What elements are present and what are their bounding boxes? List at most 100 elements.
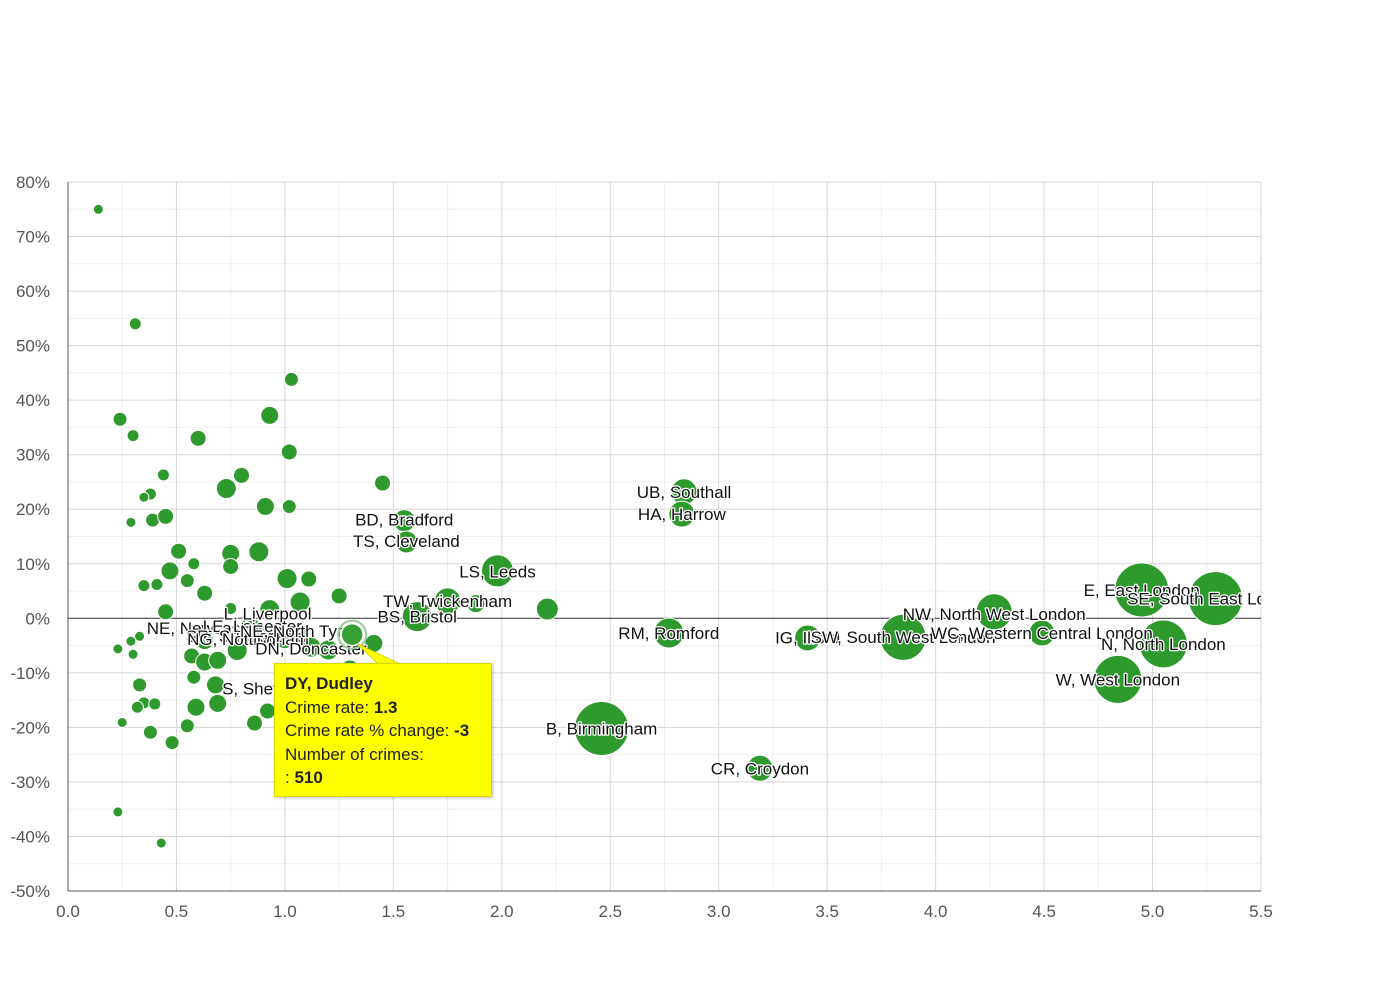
bubble[interactable] — [112, 411, 128, 427]
bubble[interactable] — [186, 697, 206, 717]
x-tick-label: 0.5 — [165, 902, 189, 921]
bubble[interactable] — [148, 697, 162, 711]
y-tick-label: 50% — [16, 337, 50, 356]
bubble[interactable] — [128, 317, 142, 331]
bubble[interactable] — [574, 700, 630, 756]
bubble[interactable] — [300, 570, 318, 588]
bubble[interactable] — [246, 714, 264, 732]
bubble[interactable] — [189, 429, 207, 447]
bubble[interactable] — [794, 624, 822, 652]
bubble[interactable] — [746, 754, 774, 782]
bubble[interactable] — [130, 700, 144, 714]
bubble[interactable] — [208, 650, 228, 670]
bubble[interactable] — [653, 617, 685, 649]
bubble[interactable] — [281, 499, 297, 515]
bubble-label: UB, Southall — [637, 483, 732, 502]
bubble-label: LS, Leeds — [459, 562, 536, 581]
bubble[interactable] — [112, 643, 124, 655]
bubble[interactable] — [283, 371, 299, 387]
bubble[interactable] — [125, 635, 137, 647]
x-tick-label: 4.5 — [1032, 902, 1056, 921]
bubble[interactable] — [276, 632, 294, 650]
bubble[interactable] — [668, 500, 696, 528]
bubble[interactable] — [224, 601, 238, 615]
bubble[interactable] — [1138, 619, 1188, 669]
bubble-label: SW, South West London — [811, 628, 996, 647]
x-tick-label: 2.0 — [490, 902, 514, 921]
bubble[interactable] — [401, 601, 433, 633]
bubble-label: NG, Nottingham — [187, 630, 309, 649]
bubble[interactable] — [156, 468, 170, 482]
bubble[interactable] — [155, 837, 167, 849]
bubble[interactable] — [138, 491, 150, 503]
bubble[interactable] — [466, 594, 486, 614]
x-tick-label: 1.0 — [273, 902, 297, 921]
bubble[interactable] — [187, 557, 201, 571]
bubble[interactable] — [205, 675, 225, 695]
tooltip-rate-label: Crime rate: — [285, 697, 370, 717]
x-tick-label: 1.5 — [382, 902, 406, 921]
bubble[interactable] — [226, 639, 248, 661]
bubble[interactable] — [195, 631, 215, 651]
bubble[interactable] — [374, 474, 392, 492]
tooltip-crimes-value: 510 — [294, 768, 323, 787]
bubble[interactable] — [317, 639, 339, 661]
x-tick-label: 3.0 — [707, 902, 731, 921]
bubble[interactable] — [179, 718, 195, 734]
bubble[interactable] — [150, 577, 164, 591]
bubble[interactable] — [126, 429, 140, 443]
bubble[interactable] — [92, 203, 104, 215]
bubble[interactable] — [253, 624, 269, 640]
highlight-bubble[interactable] — [340, 622, 364, 647]
bubble[interactable] — [164, 735, 180, 751]
bubble[interactable] — [125, 516, 137, 528]
bubble[interactable] — [330, 587, 348, 605]
bubble[interactable] — [215, 478, 237, 500]
bubble-label: TS, Cleveland — [353, 532, 460, 551]
bubble[interactable] — [208, 693, 228, 713]
bubble[interactable] — [1028, 619, 1056, 647]
bubble[interactable] — [394, 530, 418, 554]
bubble[interactable] — [134, 630, 146, 642]
bubble[interactable] — [116, 716, 128, 728]
bubble-label: W, West London — [1056, 670, 1180, 689]
bubble[interactable] — [127, 648, 139, 660]
bubble[interactable] — [222, 557, 240, 575]
bubble[interactable] — [186, 669, 202, 685]
x-tick-label: 0.0 — [56, 902, 80, 921]
bubble[interactable] — [196, 584, 214, 602]
bubble[interactable] — [879, 613, 927, 661]
bubble-label: LE, Leicester — [203, 617, 303, 636]
bubble[interactable] — [137, 579, 151, 593]
bubble[interactable] — [248, 541, 270, 563]
bubble[interactable] — [259, 599, 281, 621]
bubble[interactable] — [233, 466, 251, 484]
bubble[interactable] — [132, 677, 148, 693]
bubble[interactable] — [480, 554, 514, 588]
bubble[interactable] — [179, 573, 195, 589]
tooltip-crimes-label: Number of crimes: — [285, 744, 424, 764]
bubble-label: CR, Croydon — [711, 759, 809, 778]
bubble[interactable] — [255, 497, 275, 517]
bubble[interactable] — [535, 597, 559, 621]
bubble[interactable] — [1114, 562, 1170, 618]
bubble[interactable] — [142, 724, 158, 740]
bubble-label: N, North London — [1101, 635, 1226, 654]
bubble[interactable] — [160, 561, 180, 581]
bubble[interactable] — [276, 567, 298, 589]
bubble[interactable] — [1187, 571, 1243, 627]
bubble[interactable] — [1093, 654, 1143, 704]
bubble[interactable] — [975, 593, 1013, 631]
bubble[interactable] — [157, 603, 175, 621]
bubble[interactable] — [434, 587, 462, 615]
bubble[interactable] — [170, 542, 188, 560]
bubble[interactable] — [112, 806, 124, 818]
bubble[interactable] — [260, 405, 280, 425]
bubble-label: NE, Newcastle — [147, 619, 258, 638]
bubble[interactable] — [280, 443, 298, 461]
bubble[interactable] — [157, 507, 175, 525]
bubble[interactable] — [289, 591, 311, 613]
x-tick-label: 3.5 — [815, 902, 839, 921]
bubble-label: E, East London — [1084, 581, 1200, 600]
